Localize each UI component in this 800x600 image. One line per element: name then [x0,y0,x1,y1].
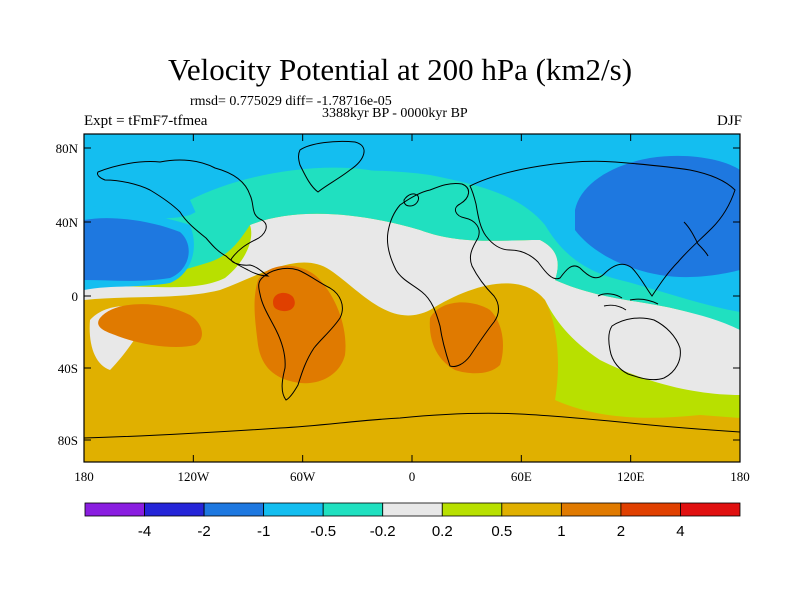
coast-africa-europe [387,183,499,367]
colorbar-label: 2 [617,523,625,540]
colorbar [84,502,741,517]
field-lightblue-band [84,134,740,312]
lon-tick-label: 120E [617,469,645,484]
colorbar-swatch [620,502,681,517]
coast-greenland [298,140,365,193]
colorbar-swatch [560,502,622,517]
colorbar-label: -1 [257,523,270,540]
coastlines [84,140,740,439]
coast-uk [403,193,419,207]
field-africa-high [429,302,503,374]
colorbar-swatch [144,502,205,517]
stats-text: rmsd= 0.775029 diff= -1.78716e-05 [190,94,392,109]
lon-tick-label: 60E [511,469,532,484]
field-samerica-core [273,292,295,312]
colorbar-label: 1 [557,523,565,540]
colorbar-swatch [203,502,265,517]
lat-tick-label: 40N [56,215,79,230]
lat-tick-label: 80S [58,433,78,448]
coast-north-america [97,159,270,277]
colorbar-label: 4 [676,523,684,540]
lon-tick-label: 180 [74,469,94,484]
colorbar-label: 0.5 [491,523,512,540]
colorbar-swatch [382,502,443,517]
colorbar-swatch [501,502,562,517]
season-label: DJF [716,113,742,129]
colorbar-swatch [84,502,145,517]
field-aqua-tongue [190,167,422,222]
period-text: 3388kyr BP - 0000kyr BP [322,106,468,121]
colorbar-label: -2 [197,523,210,540]
coast-japan [683,221,709,257]
field-pacific-high [98,304,202,347]
colorbar-label: -0.5 [310,523,336,540]
lat-tick-label: 40S [58,361,78,376]
colorbar-label: -4 [138,523,151,540]
coast-south-america [258,267,343,401]
lat-tick-label: 0 [72,289,79,304]
colorbar-swatch [441,502,503,517]
field-blue-lobe-west [84,218,189,281]
lon-tick-label: 180 [730,469,750,484]
colorbar-swatch [322,502,384,517]
colorbar-swatch [263,502,324,517]
colorbar-label: 0.2 [432,523,453,540]
lon-tick-label: 120W [177,469,210,484]
field-zero-band [84,213,740,395]
coast-australia [608,317,681,381]
field-layer [84,134,740,462]
lat-tick-label: 80N [56,141,79,156]
field-blue-lobe [575,155,740,278]
longitude-ticks: 180 120W 60W 0 60E 120E 180 [74,134,750,484]
coast-indonesia [597,293,659,311]
lon-tick-label: 60W [290,469,316,484]
colorbar-labels: -4 -2 -1 -0.5 -0.2 0.2 0.5 1 2 4 [138,523,685,540]
plot-title: Velocity Potential at 200 hPa (km2/s) [167,52,633,87]
field-orange-band [84,262,740,462]
experiment-label: Expt = tFmF7-tfmea [84,113,208,129]
colorbar-swatch [680,502,741,517]
latitude-ticks: 80N 40N 0 40S 80S [56,141,740,448]
coast-eurasia [469,160,736,297]
lon-tick-label: 0 [409,469,416,484]
colorbar-label: -0.2 [370,523,396,540]
coast-antarctica [84,412,740,439]
